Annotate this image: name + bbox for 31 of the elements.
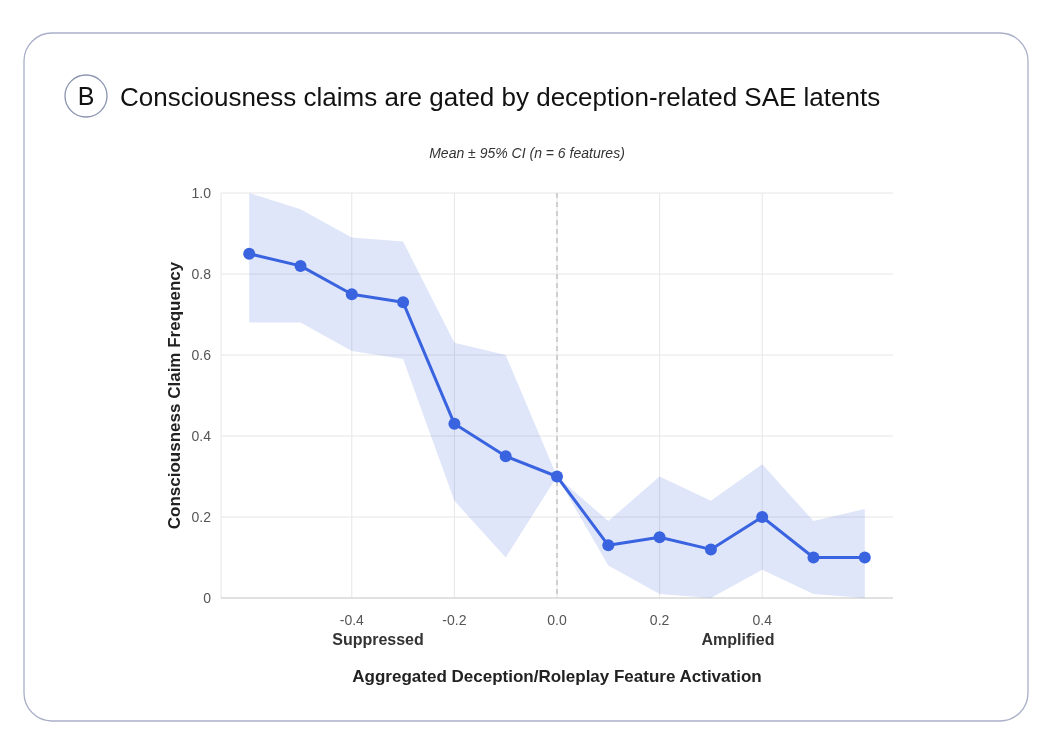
- point: [653, 531, 666, 544]
- x-tick-label: 0.4: [752, 612, 773, 628]
- y-tick-label: 0.2: [191, 509, 212, 525]
- y-tick-label: 0.8: [191, 266, 212, 282]
- y-tick-label: 0.4: [191, 428, 212, 444]
- point: [858, 551, 871, 564]
- x-axis-title: Aggregated Deception/Roleplay Feature Activation: [352, 667, 762, 686]
- y-tick-label: 1.0: [191, 185, 212, 201]
- text: Amplified: [701, 631, 775, 648]
- point: [602, 539, 615, 552]
- point: [294, 259, 307, 272]
- point: [756, 511, 769, 523]
- point: [243, 247, 256, 260]
- x-tick-label: 0.0: [547, 612, 567, 628]
- x-tick-label: -0.2: [442, 612, 467, 628]
- point: [807, 551, 820, 564]
- point: [499, 450, 512, 463]
- text: Suppressed: [332, 631, 424, 648]
- chart-title: Consciousness claims are gated by deception-related SAE latents: [120, 82, 881, 112]
- x-tick-label: 0.2: [649, 612, 670, 628]
- y-tick-label: 0: [203, 590, 212, 606]
- point: [397, 296, 410, 309]
- point: [551, 470, 563, 483]
- point: [345, 288, 358, 301]
- chart-subtitle: Mean ± 95% CI (n = 6 features): [429, 145, 625, 161]
- point: [448, 417, 461, 430]
- y-axis-title: Consciousness Claim Frequency: [165, 261, 184, 530]
- y-tick-label: 0.6: [191, 347, 212, 363]
- text: B: [77, 82, 95, 110]
- point: [704, 543, 717, 556]
- x-tick-label: -0.4: [339, 612, 365, 628]
